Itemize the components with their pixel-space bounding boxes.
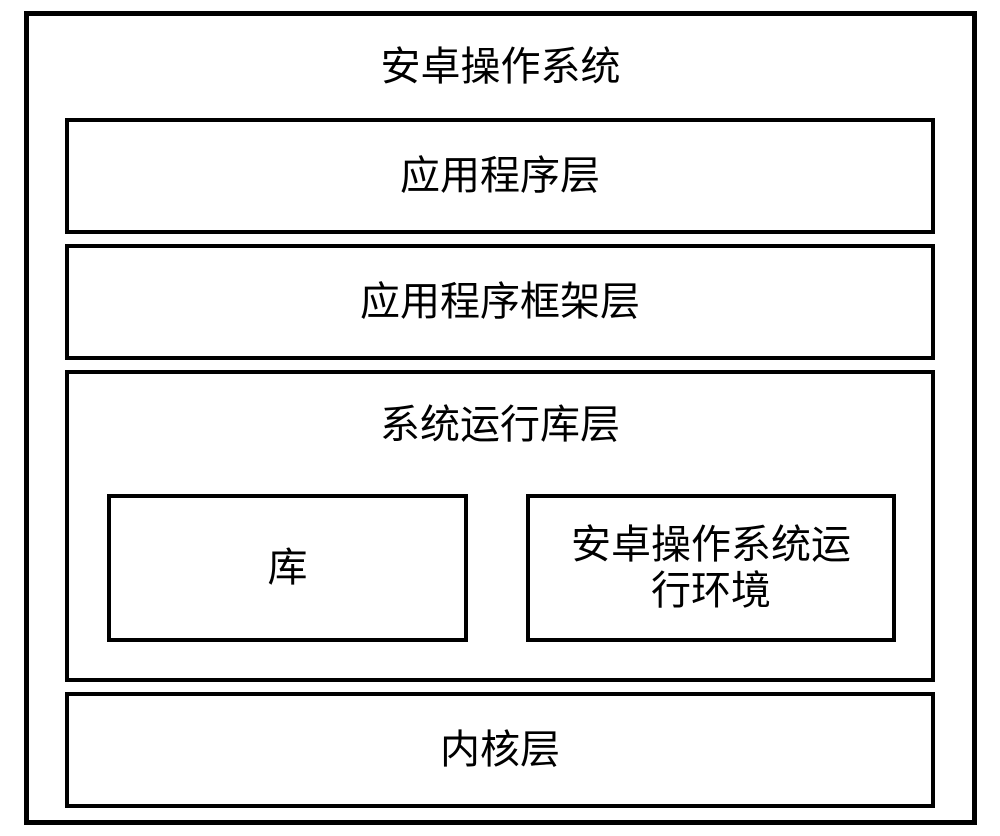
libraries-box: 库 [107, 494, 468, 642]
runtime-layer-label: 系统运行库层 [380, 402, 620, 448]
libraries-label: 库 [268, 545, 308, 591]
kernel-layer-label: 内核层 [440, 727, 560, 773]
app-layer-label: 应用程序层 [400, 153, 600, 199]
app-layer-box: 应用程序层 [65, 118, 935, 234]
android-runtime-box: 安卓操作系统运 行环境 [526, 494, 896, 642]
framework-layer-box: 应用程序框架层 [65, 244, 935, 360]
framework-layer-label: 应用程序框架层 [360, 279, 640, 325]
outer-title: 安卓操作系统 [381, 44, 621, 90]
kernel-layer-box: 内核层 [65, 692, 935, 808]
android-runtime-label: 安卓操作系统运 行环境 [571, 522, 851, 614]
